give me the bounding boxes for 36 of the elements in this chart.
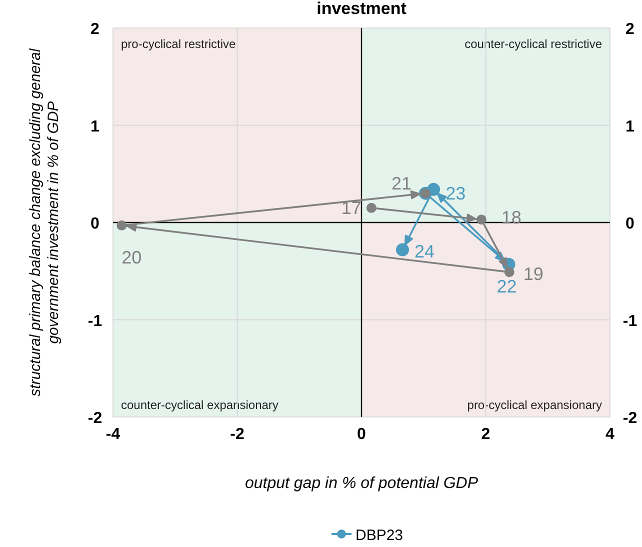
y-axis-title: structural primary balance change excluding general government investment in % of GDP xyxy=(27,48,62,396)
point xyxy=(504,267,514,278)
x-tick-label: 2 xyxy=(481,426,490,443)
x-tick-label: 0 xyxy=(357,426,366,443)
annotation: pro-cyclical expansionary xyxy=(467,398,602,412)
annotation: counter-cyclical expansionary xyxy=(121,398,278,412)
y2-tick-label: -1 xyxy=(622,312,638,330)
y-tick-label: 2 xyxy=(90,21,100,38)
annotation: 19 xyxy=(523,264,544,284)
annotation: 23 xyxy=(446,183,466,204)
point xyxy=(396,243,410,256)
y-tick-label: -1 xyxy=(88,312,102,330)
annotation: 22 xyxy=(496,276,517,296)
annotation: 20 xyxy=(122,247,142,268)
x-tick-label: 4 xyxy=(606,426,615,443)
x-axis-title: output gap in % of potential GDP xyxy=(244,475,478,492)
x-tick-label: -2 xyxy=(230,426,244,443)
y-tick-label: 0 xyxy=(90,216,100,232)
y2-tick-label: 1 xyxy=(626,118,635,136)
point xyxy=(116,220,127,230)
y-tick-label: -2 xyxy=(88,410,102,427)
legend-label: DBP23 xyxy=(356,527,404,544)
point xyxy=(366,202,376,213)
annotation: 17 xyxy=(341,198,362,218)
y2-tick-label: 2 xyxy=(626,21,635,38)
annotation: pro-cyclical restrictive xyxy=(121,37,236,51)
x-tick-label: -4 xyxy=(106,426,120,443)
y2-tick-label: -2 xyxy=(622,410,638,427)
annotation: counter-cyclical restrictive xyxy=(464,37,602,51)
annotation: 21 xyxy=(391,173,412,194)
point xyxy=(427,182,440,196)
y-tick-label: 1 xyxy=(90,118,100,136)
chart-title: investment xyxy=(316,0,407,18)
annotation: 24 xyxy=(414,242,435,262)
point xyxy=(476,214,486,225)
y2-tick-label: 0 xyxy=(626,216,635,232)
